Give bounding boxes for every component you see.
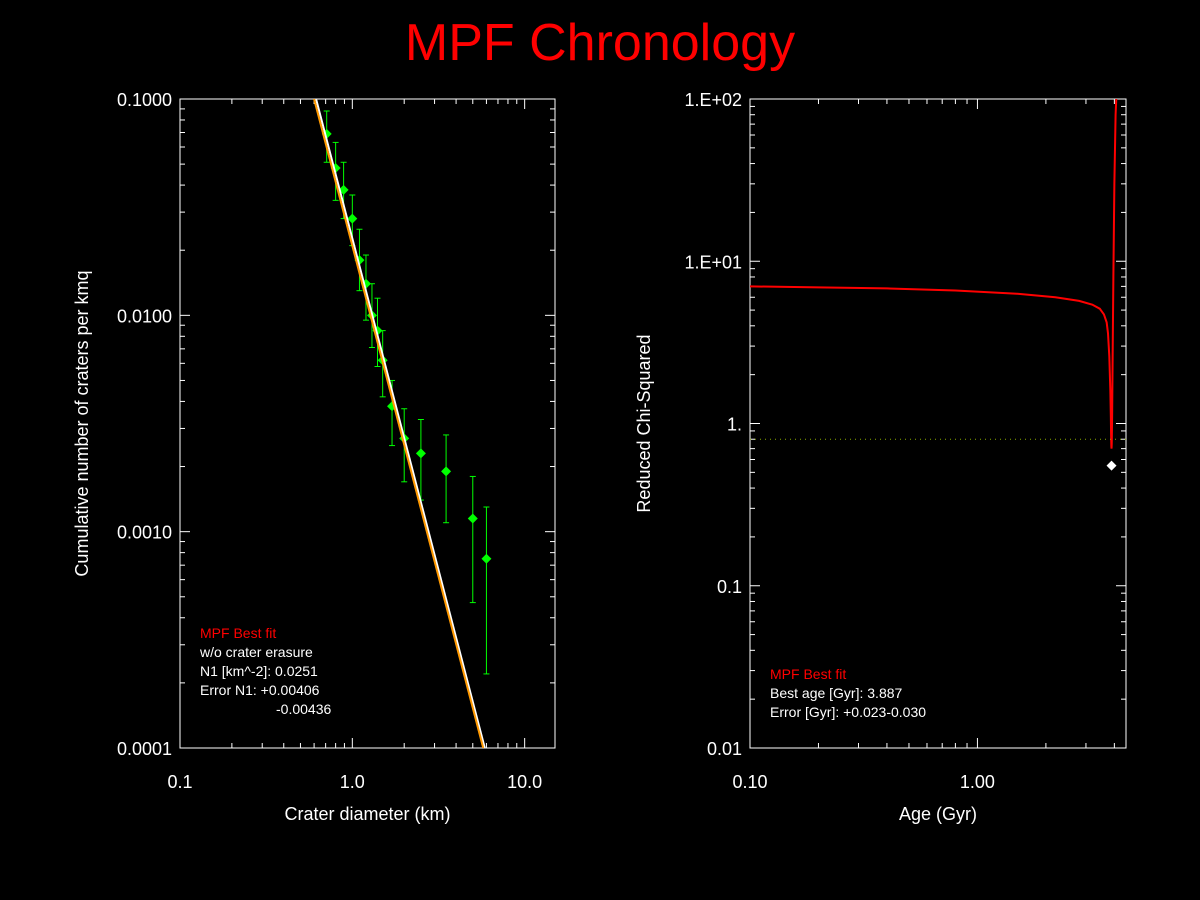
y-tick-label: 0.1 <box>717 577 742 597</box>
chi-squared-age-plot: 0.10 1.00 0.01 0.1 1. 1.E+01 1.E+02 Age (Gyr) Re… <box>634 90 1127 824</box>
page-title: MPF Chronology <box>405 14 795 72</box>
legend-line: Error [Gyr]: +0.023-0.030 <box>770 704 926 720</box>
best-age-marker <box>1106 460 1117 471</box>
y-tick-label: 0.0010 <box>117 523 172 543</box>
best-fit-line <box>313 99 485 748</box>
data-point <box>347 213 358 224</box>
data-point <box>467 513 478 524</box>
chi-squared-curve <box>750 99 1118 449</box>
production-function-line <box>315 99 486 748</box>
plot-area <box>750 99 1126 449</box>
x-tick-label: 0.10 <box>732 772 767 792</box>
data-point <box>481 553 492 564</box>
y-tick-label: 0.0001 <box>117 739 172 759</box>
legend-line: -0.00436 <box>276 701 331 717</box>
x-tick-label: 0.1 <box>167 772 192 792</box>
y-tick-label: 1. <box>727 415 742 435</box>
x-tick-label: 1.0 <box>340 772 365 792</box>
x-axis-label: Crater diameter (km) <box>284 804 450 824</box>
y-tick-label: 0.01 <box>707 739 742 759</box>
legend-line: Error N1: +0.00406 <box>200 682 320 698</box>
data-point <box>441 466 452 477</box>
x-tick-label: 10.0 <box>507 772 542 792</box>
legend-heading: MPF Best fit <box>200 625 276 641</box>
legend-line: N1 [km^-2]: 0.0251 <box>200 663 318 679</box>
legend-heading: MPF Best fit <box>770 666 846 682</box>
data-point <box>415 448 426 459</box>
x-tick-label: 1.00 <box>960 772 995 792</box>
plot-frame <box>179 98 556 749</box>
y-tick-label: 0.0100 <box>117 306 172 326</box>
x-axis-label: Age (Gyr) <box>899 804 977 824</box>
crater-size-frequency-plot: 0.1 1.0 10.0 0.0001 0.0010 0.0100 0.1000 Crater… <box>72 90 556 824</box>
y-tick-label: 1.E+01 <box>684 252 742 272</box>
y-axis-label: Cumulative number of craters per kmq <box>72 270 92 576</box>
legend-line: w/o crater erasure <box>199 644 313 660</box>
y-tick-label: 0.1000 <box>117 90 172 110</box>
y-axis-label: Reduced Chi-Squared <box>634 334 654 512</box>
legend-line: Best age [Gyr]: 3.887 <box>770 685 903 701</box>
plot-area <box>313 99 492 748</box>
y-tick-label: 1.E+02 <box>684 90 742 110</box>
